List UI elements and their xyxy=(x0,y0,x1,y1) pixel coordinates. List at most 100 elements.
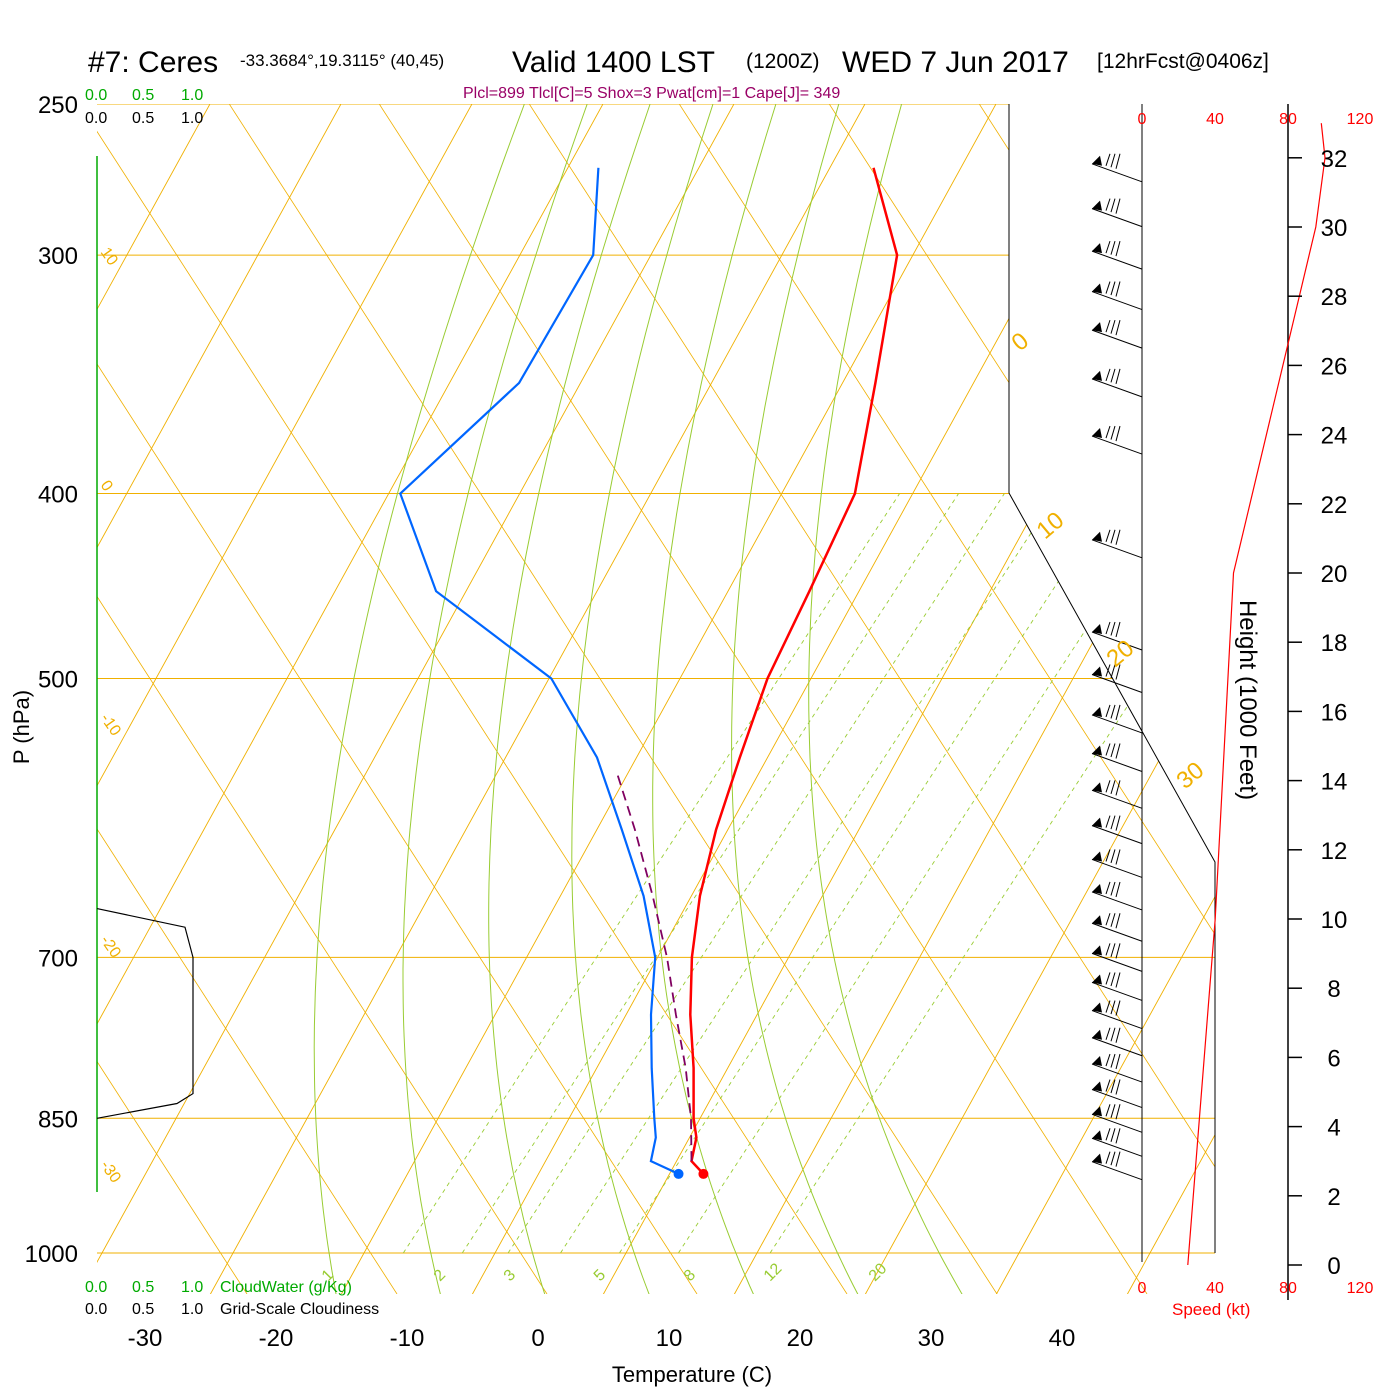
wind-barb-feather xyxy=(1115,1027,1121,1043)
isotherm-label: -30 xyxy=(97,1158,124,1187)
wind-barb-feather xyxy=(1110,198,1116,213)
isotherm-line xyxy=(97,104,229,1294)
cloudiness-tick-top-0: 0.0 xyxy=(85,110,107,127)
wind-barb-feather xyxy=(1115,425,1121,442)
wind-barb-feather xyxy=(1115,972,1121,988)
wind-barb-feather xyxy=(1115,153,1121,169)
height-axis-title: Height (1000 Feet) xyxy=(1234,600,1261,800)
speed-tick-bottom-1: 40 xyxy=(1206,1280,1224,1297)
wind-barb-staff xyxy=(1091,891,1143,911)
wind-barb-feather xyxy=(1115,881,1121,898)
wind-barb-feather xyxy=(1115,1151,1121,1167)
wind-barb-feather xyxy=(1105,1104,1111,1117)
wind-barb-feather xyxy=(1105,849,1111,862)
wind-barb-feather xyxy=(1105,815,1111,828)
height-tick-label: 26 xyxy=(1321,353,1348,380)
wind-barb-feather xyxy=(1110,1104,1116,1118)
wind-barb-feather xyxy=(1105,1053,1111,1067)
wind-barb-staff xyxy=(1091,250,1143,270)
cloudiness-tick-bottom-2: 1.0 xyxy=(181,1301,203,1318)
mixing-ratio-label: 20 xyxy=(866,1260,891,1285)
cloudiness-tick-top-2: 1.0 xyxy=(181,110,203,127)
wind-barb-flag xyxy=(1092,945,1102,956)
wind-barb-flag xyxy=(1092,322,1102,333)
dry-adiabat-line xyxy=(97,104,1215,1294)
wind-barb-feather xyxy=(1115,1000,1121,1016)
wind-barb-feather xyxy=(1115,1128,1121,1144)
wind-barb-staff xyxy=(1091,825,1143,845)
wind-barb-feather xyxy=(1105,1079,1111,1092)
wind-barb-feather xyxy=(1105,664,1111,677)
dry-adiabat-line xyxy=(97,104,698,1294)
wind-barb-feather xyxy=(1115,849,1121,865)
height-tick-label: 10 xyxy=(1321,907,1348,934)
moist-adiabat-line xyxy=(808,104,967,1294)
wind-speed-profile xyxy=(1187,123,1326,1266)
temperature-tick-label: -30 xyxy=(128,1325,163,1352)
y-axis-title: P (hPa) xyxy=(9,690,34,764)
series-parcel-line xyxy=(615,772,693,1162)
height-tick-label: 14 xyxy=(1321,769,1348,796)
upper-isotherm-label: 20 xyxy=(1102,635,1140,673)
speed-tick-bottom-0: 0 xyxy=(1138,1280,1147,1297)
wind-barb-staff xyxy=(1091,1010,1143,1030)
upper-isotherm-label: 10 xyxy=(1032,507,1070,545)
temperature-tick-label: 20 xyxy=(787,1325,814,1352)
wind-barb-feather xyxy=(1110,425,1116,440)
wind-barb-feather xyxy=(1105,198,1111,211)
mixing-ratio-line xyxy=(619,493,1117,1254)
wind-barb-flag xyxy=(1092,851,1102,862)
mixing-ratio-line xyxy=(560,493,1058,1254)
wind-barb-staff xyxy=(1091,922,1143,942)
sounding-series xyxy=(399,167,899,1179)
cloudiness-tick-bottom-1: 0.5 xyxy=(132,1301,154,1318)
height-tick-label: 8 xyxy=(1327,976,1340,1003)
height-tick-label: 20 xyxy=(1321,561,1348,588)
wind-barb-feather xyxy=(1105,621,1111,635)
wind-barb-flag xyxy=(1092,974,1102,985)
pressure-tick-label: 400 xyxy=(38,482,78,509)
wind-barb-flag xyxy=(1092,155,1102,166)
moist-adiabat-line xyxy=(731,104,862,1294)
mixing-ratio-label: 2 xyxy=(431,1266,449,1284)
pressure-tick-label: 700 xyxy=(38,945,78,972)
moist-adiabat-line xyxy=(488,104,651,1294)
cloudwater-tick-bottom-2: 1.0 xyxy=(181,1279,203,1296)
wind-barb-feather xyxy=(1110,281,1116,296)
cloudiness-profile xyxy=(96,908,194,1119)
isotherm-label: -10 xyxy=(97,711,124,740)
valid-date: WED 7 Jun 2017 xyxy=(842,46,1069,79)
wind-barb-staff xyxy=(1091,291,1143,311)
wind-barb-flag xyxy=(1092,1002,1102,1013)
station-title: #7: Ceres xyxy=(88,46,218,79)
wind-barb-flag xyxy=(1092,283,1102,294)
wind-barb-feather xyxy=(1105,240,1111,254)
wind-barb-feather xyxy=(1115,943,1121,959)
wind-barb-flag xyxy=(1092,915,1102,926)
wind-speed-line xyxy=(1187,123,1326,1266)
mixing-ratio-label: 5 xyxy=(591,1266,609,1284)
wind-barb-feather xyxy=(1110,815,1116,830)
upper-isotherm-label: 30 xyxy=(1172,757,1210,795)
wind-barb-feather xyxy=(1110,913,1116,927)
speed-tick-bottom-2: 80 xyxy=(1279,1280,1297,1297)
series-temperature-surface-dot xyxy=(698,1168,709,1179)
speed-label: Speed (kt) xyxy=(1172,1300,1250,1319)
wind-barb-feather xyxy=(1115,529,1121,545)
wind-barb-staff xyxy=(1091,753,1143,772)
wind-barb-flag xyxy=(1092,745,1102,756)
series-temperature-line xyxy=(689,167,899,1175)
mixing-ratio-label: 3 xyxy=(501,1266,519,1284)
wind-barb-flag xyxy=(1092,531,1102,542)
height-tick-label: 12 xyxy=(1321,838,1348,865)
height-tick-label: 22 xyxy=(1321,492,1348,519)
upper-isotherm-label: 0 xyxy=(1007,327,1035,356)
height-tick-label: 32 xyxy=(1321,146,1348,173)
isotherm-line xyxy=(206,104,884,1294)
dry-adiabat-line xyxy=(596,104,1215,1294)
wind-barb-staff xyxy=(1091,714,1143,734)
dry-adiabat-line xyxy=(97,104,548,1294)
wind-barb-feather xyxy=(1105,281,1111,294)
wind-barb-flag xyxy=(1092,1029,1102,1040)
wind-barb-flag xyxy=(1092,370,1102,381)
